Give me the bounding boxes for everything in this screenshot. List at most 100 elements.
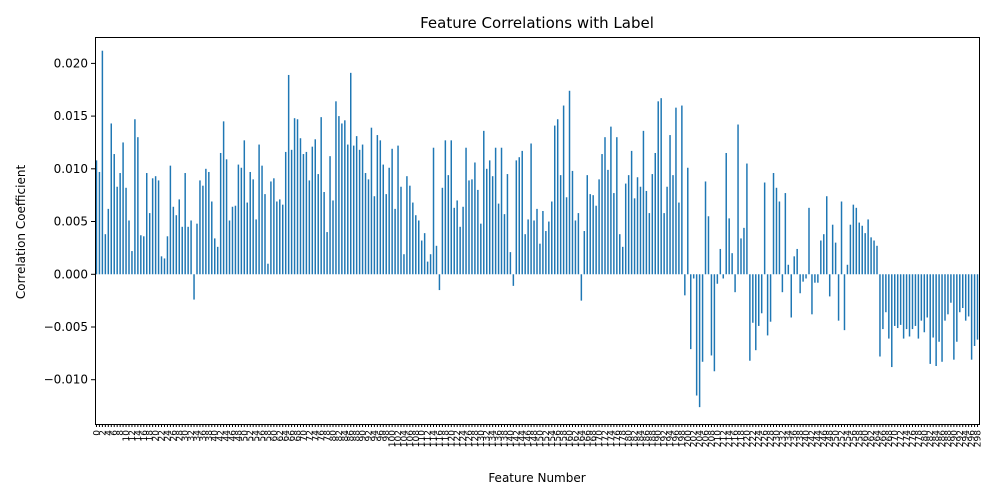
x-tick-label: 136 — [495, 430, 505, 447]
bar-feature-27 — [175, 215, 178, 275]
bar-feature-40 — [214, 238, 216, 275]
bar-feature-128 — [474, 162, 476, 275]
y-axis: −0.010 −0.005 0.000 0.005 0.010 0.015 0.020 — [44, 56, 95, 387]
x-tick-label: 74 — [311, 430, 321, 442]
bar-feature-101 — [394, 208, 396, 275]
bar-feature-24 — [166, 236, 169, 275]
bar-feature-10 — [125, 187, 127, 275]
x-tick-label: 40 — [211, 430, 221, 442]
x-tick-label: 216 — [731, 430, 741, 447]
bar-feature-92 — [367, 179, 370, 275]
x-tick-label: 226 — [761, 430, 771, 447]
bar-feature-185 — [642, 130, 645, 275]
bar-feature-263 — [873, 240, 875, 275]
bar-feature-130 — [480, 223, 482, 275]
bar-feature-257 — [855, 207, 858, 275]
bar-feature-286 — [941, 274, 943, 362]
bar-feature-183 — [636, 177, 639, 275]
bar-feature-108 — [415, 215, 417, 275]
x-tick-label: 238 — [796, 430, 806, 447]
bar-feature-38 — [208, 171, 210, 275]
x-tick-label: 170 — [595, 430, 605, 447]
x-tick-label: 104 — [400, 430, 410, 447]
bar-feature-224 — [758, 274, 760, 326]
bar-feature-251 — [837, 274, 840, 321]
x-tick-label: 266 — [879, 430, 889, 447]
bar-feature-230 — [775, 187, 778, 275]
bar-feature-36 — [202, 185, 204, 275]
x-tick-label: 232 — [778, 430, 788, 447]
bar-feature-190 — [657, 101, 659, 275]
bar-feature-259 — [861, 225, 863, 275]
x-tick-label: 212 — [719, 430, 729, 447]
x-tick-label: 264 — [873, 430, 883, 447]
x-tick-label: 130 — [477, 430, 487, 447]
x-tick-label: 50 — [240, 430, 250, 442]
bar-feature-55 — [258, 144, 260, 275]
bar-feature-188 — [651, 174, 654, 275]
bar-feature-256 — [852, 204, 855, 275]
bar-feature-258 — [858, 222, 860, 275]
x-tick-label: 194 — [666, 430, 676, 447]
bar-feature-179 — [624, 183, 627, 275]
bar-feature-21 — [157, 180, 160, 275]
bar-feature-72 — [308, 180, 311, 275]
bar-feature-254 — [846, 264, 849, 275]
bar-feature-85 — [347, 144, 349, 275]
x-tick-label: 102 — [394, 430, 404, 447]
bar-feature-198 — [681, 105, 683, 275]
bar-feature-6 — [113, 154, 115, 275]
bar-feature-295 — [967, 274, 970, 317]
bar-feature-229 — [772, 173, 775, 275]
bar-feature-118 — [444, 140, 447, 275]
bar-feature-15 — [140, 235, 142, 275]
bar-feature-149 — [536, 208, 538, 275]
x-tick-label: 296 — [968, 430, 978, 447]
bar-feature-88 — [355, 136, 358, 275]
x-tick-label: 274 — [903, 430, 913, 447]
bar-feature-76 — [320, 117, 322, 275]
x-tick-label: 224 — [755, 430, 765, 447]
x-tick-label: 108 — [412, 430, 422, 447]
x-tick-label: 44 — [223, 430, 233, 442]
bar-feature-231 — [778, 201, 781, 275]
x-tick-label: 252 — [838, 430, 848, 447]
bar-feature-250 — [834, 242, 837, 275]
x-tick-label: 60 — [270, 430, 280, 442]
bar-feature-281 — [926, 274, 928, 318]
bar-feature-269 — [891, 274, 893, 368]
bar-feature-213 — [725, 152, 727, 275]
bar-feature-30 — [184, 173, 186, 275]
x-tick-label: 176 — [613, 430, 623, 447]
x-tick-label: 22 — [158, 430, 168, 441]
bar-feature-294 — [964, 274, 967, 321]
x-tick-label: 34 — [193, 430, 203, 442]
bar-feature-95 — [376, 135, 379, 275]
bar-feature-144 — [521, 150, 523, 275]
bar-feature-276 — [911, 274, 914, 330]
bar-feature-113 — [429, 254, 432, 275]
bar-feature-37 — [205, 168, 207, 275]
bar-feature-274 — [905, 274, 908, 330]
bar-feature-134 — [491, 176, 494, 275]
bar-feature-187 — [648, 213, 651, 275]
x-tick-label: 240 — [802, 430, 812, 447]
bar-feature-211 — [719, 248, 722, 275]
x-tick-label: 188 — [648, 430, 658, 447]
bar-feature-271 — [896, 274, 899, 329]
bar-feature-223 — [755, 274, 757, 351]
bar-feature-59 — [270, 181, 272, 275]
bar-feature-26 — [172, 206, 175, 275]
bar-feature-32 — [190, 220, 192, 275]
bar-feature-28 — [178, 199, 180, 275]
bar-feature-171 — [601, 154, 603, 275]
bar-feature-17 — [146, 173, 148, 275]
bar-feature-51 — [246, 202, 248, 275]
bar-feature-110 — [420, 240, 423, 275]
bar-feature-217 — [737, 124, 739, 275]
bar-feature-297 — [973, 274, 976, 346]
x-tick-label: 92 — [364, 430, 374, 441]
bar-feature-75 — [317, 174, 319, 275]
bar-feature-288 — [947, 274, 949, 315]
